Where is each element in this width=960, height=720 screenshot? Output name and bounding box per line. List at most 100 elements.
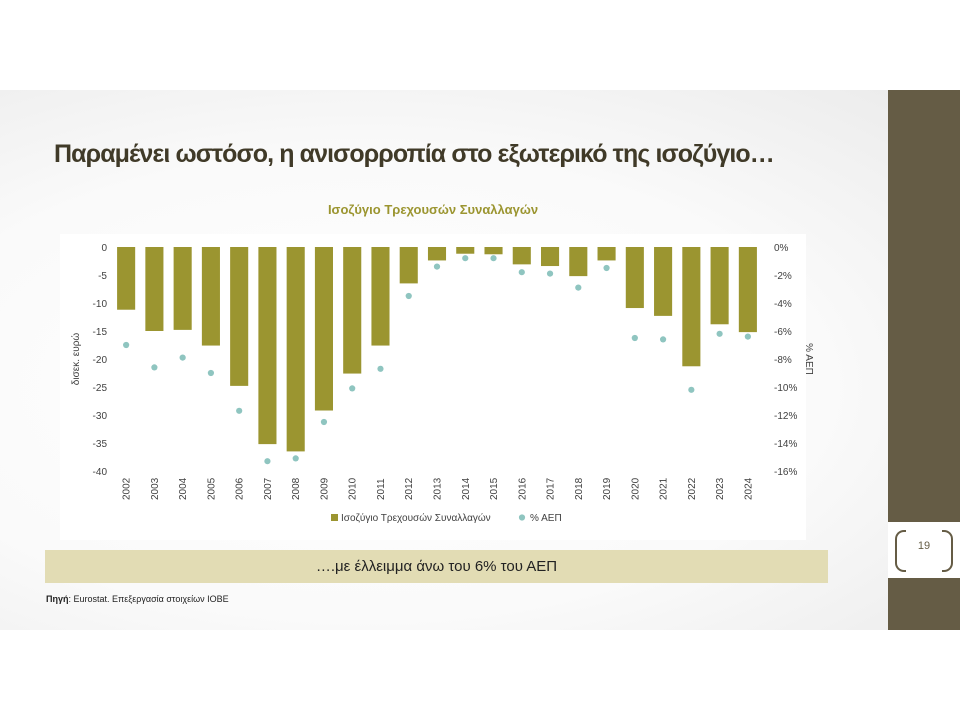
- x-tick-label: 2006: [235, 477, 246, 500]
- source-note: Πηγή: Eurostat. Επεξεργασία στοιχείων ΙΟ…: [46, 594, 229, 604]
- legend-label-bars: Ισοζύγιο Τρεχουσών Συναλλαγών: [341, 512, 491, 524]
- x-tick-label: 2020: [630, 477, 641, 500]
- pct-gdp-point: [546, 270, 554, 277]
- pct-gdp-point: [462, 255, 469, 262]
- slide: 19 Παραμένει ωστόσο, η ανισορροπία στο ε…: [0, 90, 960, 630]
- x-tick-label: 2013: [433, 477, 444, 500]
- source-text: : Eurostat. Επεξεργασία στοιχείων ΙΟΒΕ: [68, 594, 229, 604]
- source-label: Πηγή: [46, 594, 69, 604]
- x-tick-label: 2016: [517, 477, 528, 500]
- x-tick-label: 2017: [546, 477, 557, 500]
- legend-swatch-bars: [331, 514, 338, 521]
- pct-gdp-point: [490, 255, 497, 262]
- pct-gdp-point: [688, 386, 695, 393]
- pct-gdp-point: [744, 333, 751, 340]
- pct-gdp-point: [236, 407, 243, 414]
- y2-tick-label: -8%: [774, 355, 792, 366]
- bar: [314, 247, 333, 411]
- y-tick-label: 0: [101, 243, 107, 254]
- y2-tick-label: -12%: [774, 411, 797, 422]
- pct-gdp-point: [292, 455, 299, 462]
- x-tick-label: 2023: [715, 477, 726, 500]
- legend-label-dots: % ΑΕΠ: [530, 513, 562, 524]
- y2-tick-label: -10%: [774, 383, 797, 394]
- x-tick-label: 2004: [178, 477, 189, 500]
- x-tick-label: 2019: [602, 477, 613, 500]
- y-axis-title: δισεκ. ευρώ: [70, 333, 82, 386]
- y-tick-label: -25: [93, 383, 108, 394]
- y-tick-label: -35: [93, 439, 108, 450]
- x-tick-label: 2011: [376, 478, 387, 500]
- callout-banner: ….με έλλειμμα άνω του 6% του ΑΕΠ: [45, 550, 828, 583]
- pct-gdp-point: [123, 341, 130, 349]
- bar: [597, 247, 616, 261]
- slide-title: Παραμένει ωστόσο, η ανισορροπία στο εξωτ…: [54, 140, 775, 168]
- pct-gdp-point: [207, 369, 215, 377]
- y-tick-label: -15: [93, 327, 108, 338]
- pct-gdp-point: [631, 334, 638, 342]
- pct-gdp-point: [151, 364, 158, 371]
- bar: [117, 247, 136, 310]
- y2-tick-label: -16%: [774, 467, 797, 478]
- bar: [201, 247, 220, 346]
- x-tick-label: 2008: [291, 477, 302, 500]
- y2-tick-label: -14%: [774, 439, 797, 450]
- x-tick-label: 2002: [122, 477, 133, 500]
- x-tick-label: 2009: [319, 477, 330, 500]
- bar: [710, 247, 729, 325]
- y2-tick-label: -4%: [774, 299, 792, 310]
- y-tick-label: -30: [93, 411, 108, 422]
- y2-tick-label: 0%: [774, 243, 789, 254]
- pct-gdp-point: [405, 292, 412, 300]
- y-tick-label: -40: [93, 467, 108, 478]
- bar: [512, 247, 531, 265]
- page-number-box: 19: [888, 522, 960, 578]
- pct-gdp-point: [603, 264, 610, 272]
- bar: [738, 247, 757, 333]
- x-tick-label: 2005: [206, 477, 217, 500]
- bar: [654, 247, 673, 316]
- bar: [343, 247, 362, 374]
- pct-gdp-point: [518, 269, 525, 276]
- bar: [371, 247, 390, 346]
- y-tick-label: -10: [93, 299, 108, 310]
- bar: [456, 247, 475, 254]
- pct-gdp-point: [320, 418, 328, 426]
- chart: 0 -5 -10 -15 -20 -25 -30 -35 -40 0% -2% -4% -6% -8% -1…: [70, 243, 814, 524]
- pct-gdp-point: [433, 263, 441, 270]
- y2-axis-title: % ΑΕΠ: [803, 343, 814, 375]
- bar: [258, 247, 277, 445]
- y-tick-label: -20: [93, 355, 108, 366]
- bar: [682, 247, 701, 367]
- pct-gdp-point: [575, 284, 582, 291]
- legend-swatch-dots: [518, 514, 526, 521]
- x-tick-label: 2003: [150, 477, 161, 500]
- x-tick-label: 2012: [404, 477, 415, 500]
- right-bracket-icon: [942, 530, 953, 572]
- bar: [484, 247, 503, 255]
- x-tick-label: 2014: [461, 477, 472, 500]
- left-bracket-icon: [895, 530, 906, 572]
- pct-gdp-point: [264, 458, 271, 465]
- y-tick-label: -5: [98, 271, 107, 282]
- y2-tick-label: -2%: [774, 271, 792, 282]
- bar: [625, 247, 644, 309]
- pct-gdp-point: [349, 385, 356, 392]
- x-tick-label: 2021: [659, 477, 670, 500]
- x-tick-label: 2007: [263, 477, 274, 500]
- bar: [541, 247, 560, 267]
- x-tick-label: 2015: [489, 477, 500, 500]
- pct-gdp-point: [377, 365, 384, 372]
- x-tick-label: 2018: [574, 477, 585, 500]
- chart-title: Ισοζύγιο Τρεχουσών Συναλλαγών: [327, 202, 539, 217]
- bar: [145, 247, 164, 331]
- bar: [286, 247, 305, 452]
- x-tick-label: 2010: [348, 477, 359, 500]
- bar: [399, 247, 418, 284]
- bar: [230, 247, 249, 386]
- y2-tick-label: -6%: [774, 327, 792, 338]
- bar: [569, 247, 588, 277]
- x-tick-label: 2024: [743, 477, 754, 500]
- pct-gdp-point: [716, 330, 723, 337]
- x-tick-label: 2022: [687, 477, 698, 500]
